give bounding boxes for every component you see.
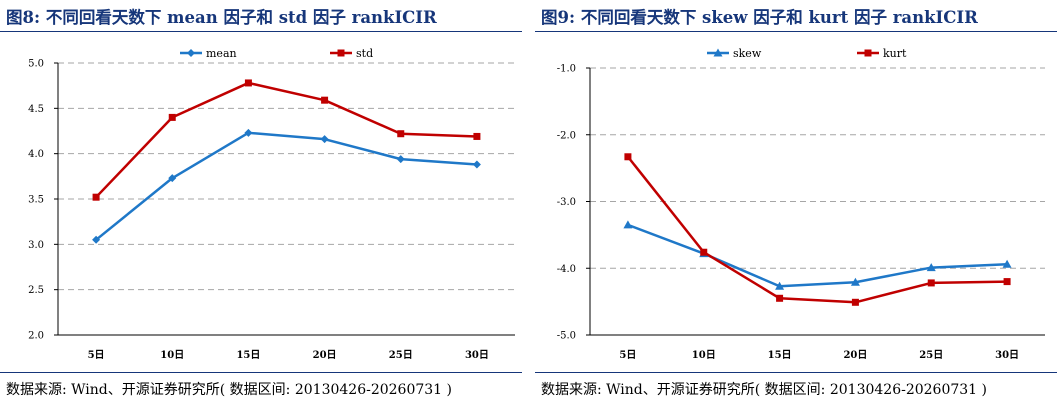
data-point-std	[397, 130, 405, 138]
legend-swatch-marker	[713, 48, 723, 57]
data-point-std	[168, 113, 176, 121]
data-point-skew	[775, 281, 785, 290]
x-tick-label: 5日	[88, 349, 105, 361]
y-tick-label: -3.0	[557, 197, 576, 208]
x-tick-label: 10日	[692, 349, 716, 361]
y-tick-label: 3.5	[28, 195, 44, 206]
source-note: 数据来源: Wind、开源证券研究所( 数据区间: 20130426-20260…	[6, 382, 453, 398]
chart-panel-mean-std: 图8: 不同回看天数下 mean 因子和 std 因子 rankICIR 5.0…	[0, 0, 522, 405]
title-rule	[0, 31, 522, 32]
x-tick-label: 20日	[843, 349, 867, 361]
x-tick-label: 20日	[313, 349, 337, 361]
data-point-kurt	[624, 153, 632, 161]
x-tick-label: 30日	[995, 349, 1019, 361]
legend-swatch-marker	[864, 49, 872, 57]
y-tick-label: 3.0	[28, 240, 44, 251]
chart-title: 图9: 不同回看天数下 skew 因子和 kurt 因子 rankICIR	[541, 8, 978, 27]
data-point-kurt	[927, 279, 935, 287]
data-point-mean	[472, 160, 481, 169]
legend-label-mean: mean	[206, 47, 237, 60]
legend-label-kurt: kurt	[883, 47, 907, 60]
series-line-std	[95, 81, 477, 199]
y-tick-label: 5.0	[28, 59, 44, 70]
x-tick-label: 25日	[919, 349, 943, 361]
data-point-skew	[623, 220, 633, 229]
data-point-mean	[396, 155, 405, 164]
chart-skew-kurt: -1.0 -2.0 -3.0 -4.0 -5.0 5日 10日 15日 20日 25日 30日 ske…	[557, 47, 1045, 361]
data-point-skew	[850, 277, 860, 286]
data-point-skew	[1002, 259, 1012, 268]
x-tick-label: 10日	[160, 349, 184, 361]
data-point-mean	[92, 235, 101, 244]
data-point-std	[473, 132, 481, 140]
data-point-kurt	[776, 294, 784, 302]
legend-swatch-marker	[337, 49, 345, 57]
y-tick-label: 2.5	[28, 285, 44, 296]
data-point-kurt	[1003, 278, 1011, 286]
data-point-std	[244, 79, 252, 87]
data-point-skew	[926, 263, 936, 272]
x-tick-label: 15日	[768, 349, 792, 361]
y-tick-label: 2.0	[28, 331, 44, 342]
source-note: 数据来源: Wind、开源证券研究所( 数据区间: 20130426-20260…	[541, 382, 988, 398]
chart-mean-std: 5.0 4.5 4.0 3.5 3.0 2.5 2.0 5日 10日 15日 20日 25日 30日 me…	[28, 47, 515, 361]
title-rule	[535, 31, 1057, 32]
data-point-kurt	[851, 298, 859, 306]
x-tick-label: 5日	[619, 349, 636, 361]
series-line-mean	[95, 131, 478, 241]
data-point-kurt	[700, 248, 708, 256]
data-point-mean	[168, 174, 177, 183]
x-tick-label: 25日	[389, 349, 413, 361]
y-tick-label: -5.0	[557, 331, 576, 342]
source-rule	[535, 372, 1057, 373]
y-tick-label: -4.0	[557, 264, 576, 275]
y-tick-label: -2.0	[557, 130, 576, 141]
series-line-kurt	[626, 155, 1008, 304]
data-point-mean	[244, 128, 253, 137]
y-tick-label: 4.5	[28, 104, 44, 115]
data-point-mean	[320, 135, 329, 144]
chart-panel-skew-kurt: 图9: 不同回看天数下 skew 因子和 kurt 因子 rankICIR -1…	[535, 0, 1057, 405]
x-tick-label: 30日	[465, 349, 489, 361]
data-point-std	[92, 193, 100, 201]
legend-label-std: std	[356, 47, 373, 60]
data-point-std	[321, 96, 329, 104]
chart-title: 图8: 不同回看天数下 mean 因子和 std 因子 rankICIR	[6, 8, 437, 27]
source-rule	[0, 372, 522, 373]
x-tick-label: 15日	[236, 349, 260, 361]
series-line-skew	[627, 223, 1008, 288]
legend-label-skew: skew	[733, 47, 762, 60]
y-tick-label: -1.0	[557, 64, 576, 75]
legend-swatch-marker	[187, 49, 195, 57]
y-tick-label: 4.0	[28, 149, 44, 160]
